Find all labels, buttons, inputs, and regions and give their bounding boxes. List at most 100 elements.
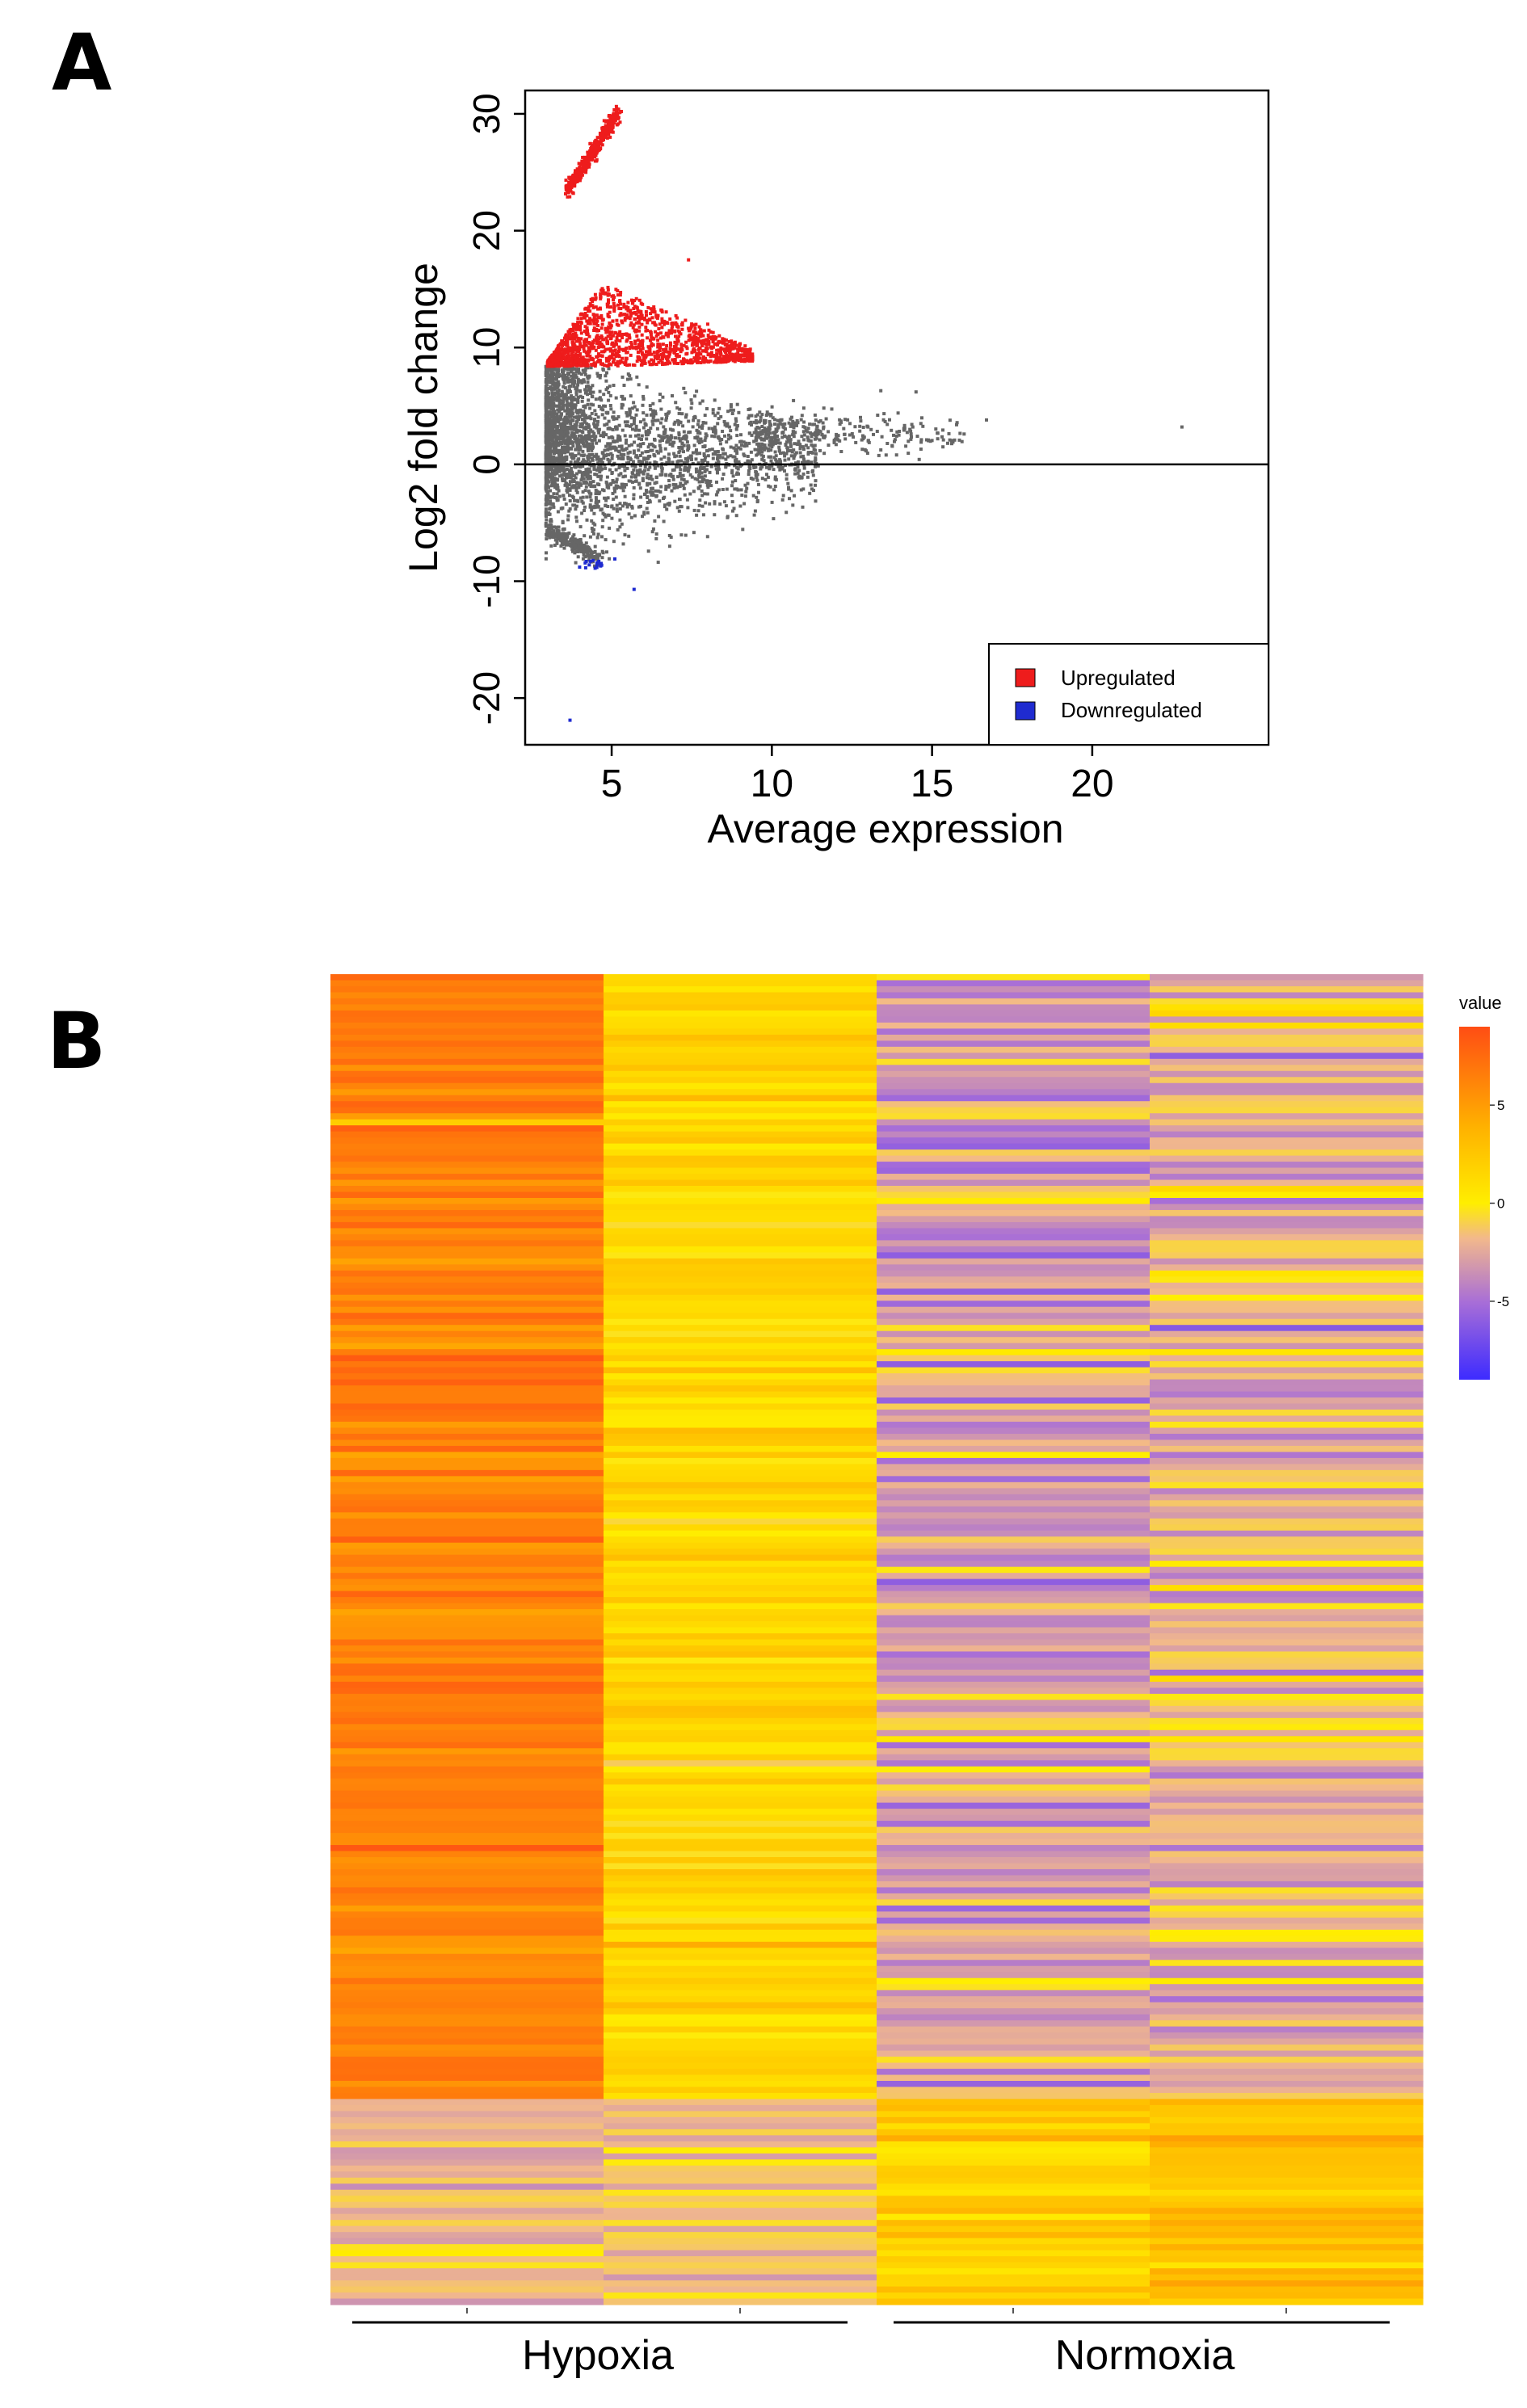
not-significant-point	[650, 486, 654, 490]
upregulated-point	[604, 347, 608, 351]
upregulated-point	[641, 362, 645, 366]
not-significant-point	[574, 423, 578, 427]
not-significant-point	[610, 456, 614, 460]
not-significant-point	[790, 415, 793, 419]
not-significant-point	[553, 477, 557, 481]
not-significant-point	[734, 427, 738, 431]
not-significant-point	[884, 453, 888, 457]
not-significant-point	[571, 372, 575, 376]
not-significant-point	[558, 398, 562, 402]
not-significant-point	[587, 436, 591, 440]
not-significant-point	[698, 498, 702, 502]
not-significant-point	[729, 429, 733, 433]
not-significant-point	[695, 389, 699, 393]
not-significant-point	[618, 525, 622, 529]
not-significant-point	[558, 414, 562, 418]
not-significant-point	[587, 385, 591, 389]
not-significant-point	[578, 414, 582, 418]
not-significant-point	[555, 404, 559, 408]
not-significant-point	[830, 407, 834, 411]
upregulated-point	[670, 327, 674, 331]
not-significant-point	[685, 480, 689, 484]
upregulated-point	[595, 334, 599, 338]
not-significant-point	[677, 411, 681, 415]
not-significant-point	[570, 469, 574, 473]
not-significant-point	[589, 498, 593, 502]
upregulated-point	[654, 363, 658, 366]
not-significant-point	[749, 450, 753, 454]
not-significant-point	[557, 398, 561, 402]
upregulated-point	[567, 175, 571, 179]
not-significant-point	[549, 432, 553, 436]
upregulated-point	[586, 332, 590, 336]
upregulated-point	[583, 163, 587, 167]
not-significant-point	[571, 549, 574, 553]
not-significant-point	[597, 439, 601, 443]
not-significant-point	[958, 431, 962, 435]
not-significant-point	[629, 475, 633, 479]
not-significant-point	[679, 533, 684, 537]
upregulated-point	[677, 355, 681, 358]
not-significant-point	[727, 433, 730, 437]
not-significant-point	[586, 393, 590, 397]
not-significant-point	[673, 420, 677, 424]
not-significant-point	[603, 453, 607, 457]
not-significant-point	[746, 461, 750, 465]
upregulated-point	[723, 355, 727, 359]
upregulated-point	[675, 347, 679, 351]
not-significant-point	[722, 500, 726, 504]
not-significant-point	[615, 509, 619, 513]
not-significant-point	[642, 394, 646, 398]
not-significant-point	[667, 544, 671, 548]
not-significant-point	[764, 477, 768, 481]
not-significant-point	[594, 496, 598, 500]
not-significant-point	[689, 406, 693, 410]
not-significant-point	[593, 436, 597, 440]
not-significant-point	[779, 464, 782, 468]
not-significant-point	[599, 373, 602, 377]
not-significant-point	[574, 549, 578, 553]
not-significant-point	[623, 533, 627, 537]
not-significant-point	[750, 423, 753, 427]
not-significant-point	[547, 428, 551, 432]
upregulated-point	[562, 352, 566, 356]
upregulated-point	[634, 330, 637, 334]
not-significant-point	[654, 494, 658, 498]
not-significant-point	[696, 461, 700, 465]
upregulated-point	[693, 326, 697, 330]
not-significant-point	[625, 461, 629, 465]
not-significant-point	[697, 480, 701, 484]
not-significant-point	[740, 494, 744, 497]
not-significant-point	[557, 420, 561, 424]
upregulated-point	[606, 288, 610, 292]
upregulated-point	[612, 298, 615, 302]
not-significant-point	[585, 422, 589, 426]
not-significant-point	[620, 394, 625, 398]
upregulated-point	[561, 343, 564, 347]
not-significant-point	[717, 417, 721, 421]
upregulated-point	[583, 166, 586, 170]
upregulated-point	[706, 334, 710, 338]
not-significant-point	[617, 473, 621, 477]
not-significant-point	[597, 405, 601, 408]
not-significant-point	[553, 393, 557, 397]
upregulated-point	[585, 166, 589, 170]
not-significant-point	[567, 372, 570, 376]
not-significant-point	[565, 464, 569, 468]
upregulated-point	[702, 355, 706, 359]
not-significant-point	[705, 460, 709, 464]
not-significant-point	[664, 418, 668, 422]
not-significant-point	[567, 439, 571, 443]
not-significant-point	[569, 370, 573, 374]
not-significant-point	[574, 515, 578, 519]
not-significant-point	[890, 444, 894, 448]
not-significant-point	[663, 455, 667, 459]
upregulated-point	[625, 307, 629, 311]
not-significant-point	[581, 490, 585, 494]
not-significant-point	[562, 421, 566, 425]
not-significant-point	[754, 439, 758, 443]
upregulated-point	[620, 321, 625, 325]
not-significant-point	[576, 401, 580, 405]
not-significant-point	[616, 454, 620, 458]
not-significant-point	[726, 423, 730, 427]
